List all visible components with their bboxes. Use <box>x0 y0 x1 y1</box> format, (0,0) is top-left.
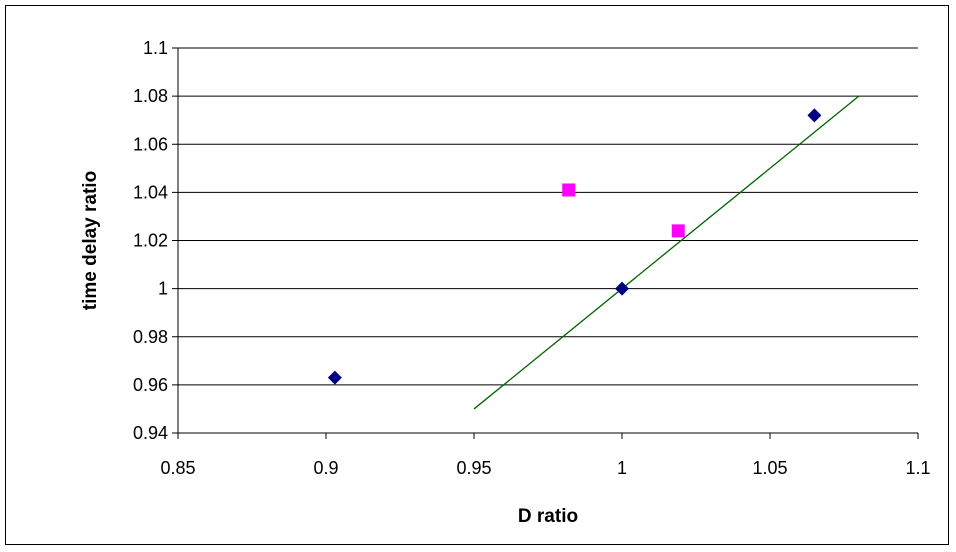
square-point <box>671 224 685 238</box>
x-tick-label: 0.9 <box>313 458 338 478</box>
diamond-point <box>615 281 629 296</box>
gridlines <box>178 47 918 386</box>
x-tick-label: 1 <box>617 458 627 478</box>
reference-line <box>473 95 860 410</box>
y-tick-label: 0.96 <box>133 375 168 395</box>
tick-labels: 0.94 0.96 0.98 1 1.02 1.04 1.06 1.08 1.1 0.85 0.9 0… <box>133 38 931 478</box>
diamond-point <box>807 108 822 123</box>
y-tick-label: 1.06 <box>133 134 168 154</box>
y-tick-label: 1 <box>158 279 168 299</box>
y-tick-label: 1.1 <box>143 38 168 58</box>
y-tick-label: 0.98 <box>133 327 168 347</box>
axes <box>172 47 919 439</box>
y-tick-label: 1.08 <box>133 86 168 106</box>
y-tick-label: 1.02 <box>133 231 168 251</box>
chart-frame <box>5 5 949 545</box>
x-tick-label: 1.05 <box>752 458 787 478</box>
x-tick-label: 0.95 <box>456 458 491 478</box>
square-point <box>562 183 576 197</box>
data-points <box>327 108 822 385</box>
x-tick-label: 1.1 <box>905 458 930 478</box>
y-axis-title: time delay ratio <box>80 171 101 310</box>
x-axis-title: D ratio <box>518 506 578 527</box>
x-tick-label: 0.85 <box>160 458 195 478</box>
y-tick-label: 1.04 <box>133 182 168 202</box>
diamond-point <box>327 370 342 385</box>
y-tick-label: 0.94 <box>133 423 168 443</box>
reference-line-group <box>473 95 860 410</box>
